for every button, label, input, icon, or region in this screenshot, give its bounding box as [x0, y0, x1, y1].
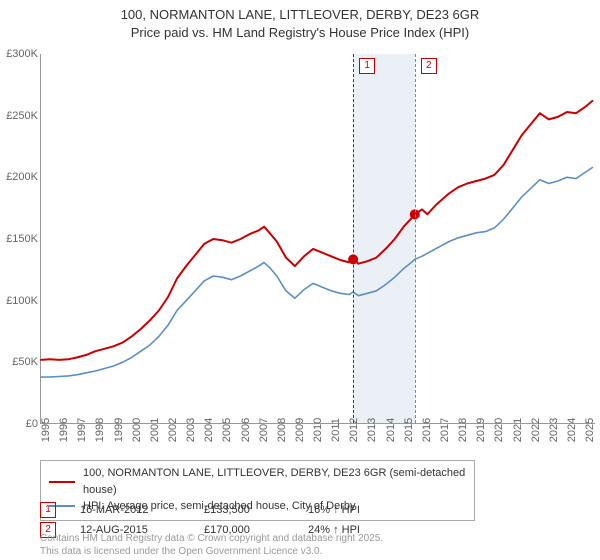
footer-line-2: This data is licensed under the Open Gov… [40, 546, 383, 559]
xtick-label: 2014 [385, 418, 397, 442]
event-vline [415, 54, 416, 423]
xtick-label: 2008 [276, 418, 288, 442]
title-line-1: 100, NORMANTON LANE, LITTLEOVER, DERBY, … [0, 6, 600, 24]
xtick-label: 1998 [94, 418, 106, 442]
event-number-box: 1 [40, 502, 56, 518]
xtick-label: 2023 [548, 418, 560, 442]
xtick-label: 2015 [403, 418, 415, 442]
ytick-label: £300K [6, 48, 38, 60]
x-axis: 1995199619971998199920002001200220032004… [40, 424, 595, 464]
chart-svg [41, 54, 595, 423]
event-date: 16-MAR-2012 [80, 504, 190, 516]
footer: Contains HM Land Registry data © Crown c… [40, 533, 383, 558]
legend-item: 100, NORMANTON LANE, LITTLEOVER, DERBY, … [49, 465, 466, 498]
ytick-label: £200K [6, 171, 38, 183]
xtick-label: 2025 [584, 418, 596, 442]
title-line-2: Price paid vs. HM Land Registry's House … [0, 24, 600, 42]
event-vline [353, 54, 354, 423]
legend-swatch [49, 481, 75, 483]
xtick-label: 1999 [113, 418, 125, 442]
plot-area: 12 [40, 54, 595, 424]
xtick-label: 2017 [439, 418, 451, 442]
xtick-label: 2021 [512, 418, 524, 442]
xtick-label: 2004 [203, 418, 215, 442]
xtick-label: 2016 [421, 418, 433, 442]
xtick-label: 2018 [457, 418, 469, 442]
xtick-label: 2013 [366, 418, 378, 442]
event-row: 1 16-MAR-2012 £133,500 16% ↑ HPI [40, 500, 360, 520]
y-axis: £0£50K£100K£150K£200K£250K£300K [0, 54, 40, 424]
event-marker-label: 2 [421, 58, 437, 74]
xtick-label: 2001 [149, 418, 161, 442]
ytick-label: £150K [6, 233, 38, 245]
xtick-label: 2009 [294, 418, 306, 442]
xtick-label: 2019 [475, 418, 487, 442]
series-line [41, 101, 592, 360]
xtick-label: 2020 [493, 418, 505, 442]
xtick-label: 1996 [58, 418, 70, 442]
footer-line-1: Contains HM Land Registry data © Crown c… [40, 533, 383, 546]
xtick-label: 2024 [566, 418, 578, 442]
xtick-label: 2006 [240, 418, 252, 442]
chart-title: 100, NORMANTON LANE, LITTLEOVER, DERBY, … [0, 6, 600, 41]
xtick-label: 2022 [530, 418, 542, 442]
xtick-label: 2012 [348, 418, 360, 442]
event-delta: 16% ↑ HPI [308, 504, 360, 516]
xtick-label: 2005 [221, 418, 233, 442]
xtick-label: 1995 [40, 418, 52, 442]
legend-label: 100, NORMANTON LANE, LITTLEOVER, DERBY, … [83, 465, 466, 498]
ytick-label: £50K [12, 356, 38, 368]
xtick-label: 2007 [258, 418, 270, 442]
xtick-label: 2003 [185, 418, 197, 442]
ytick-label: £250K [6, 110, 38, 122]
xtick-label: 2010 [312, 418, 324, 442]
ytick-label: £0 [26, 418, 38, 430]
xtick-label: 2000 [131, 418, 143, 442]
series-line [41, 168, 592, 378]
ytick-label: £100K [6, 295, 38, 307]
xtick-label: 1997 [76, 418, 88, 442]
event-marker-label: 1 [359, 58, 375, 74]
event-price: £133,500 [204, 504, 294, 516]
xtick-label: 2002 [167, 418, 179, 442]
xtick-label: 2011 [330, 418, 342, 442]
